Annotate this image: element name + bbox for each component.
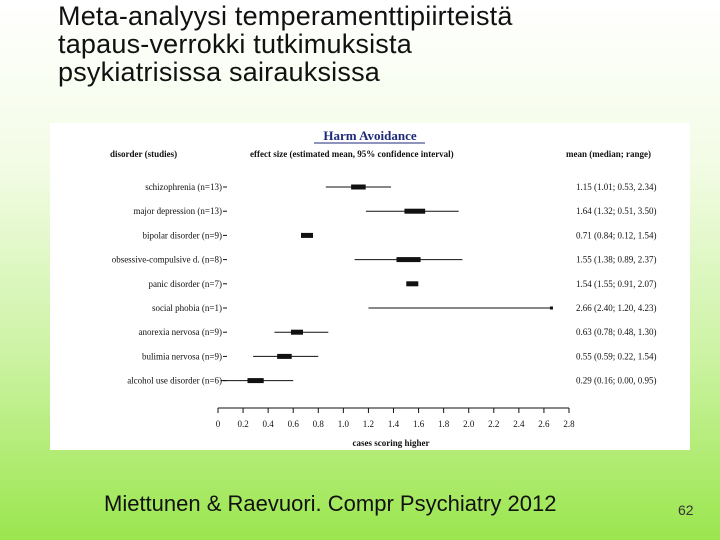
x-tick-label: 0.6: [288, 419, 300, 429]
row-label: bulimia nervosa (n=9): [142, 351, 222, 361]
x-tick-label: 2.4: [513, 419, 525, 429]
row-label: social phobia (n=1): [152, 303, 222, 313]
effect-marker: [247, 378, 264, 384]
x-tick-label: 1.0: [338, 419, 350, 429]
title-line-3: psykiatrisissa sairauksissa: [58, 57, 380, 87]
forest-row: alcohol use disorder (n=6) 0.29 (0.16; 0.…: [127, 376, 656, 386]
x-tick-label: 0: [216, 419, 221, 429]
row-mean-text: 1.54 (1.55; 0.91, 2.07): [576, 279, 657, 289]
row-mean-text: 1.55 (1.38; 0.89, 2.37): [576, 255, 657, 265]
x-tick-label: 2.8: [563, 419, 575, 429]
effect-marker: [290, 329, 303, 335]
x-tick-label: 2.0: [463, 419, 475, 429]
row-mean-text: 0.71 (0.84; 0.12, 1.54): [576, 230, 657, 240]
effect-marker: [277, 353, 292, 359]
x-axis-label: cases scoring higher: [353, 438, 430, 448]
row-label: anorexia nervosa (n=9): [138, 327, 222, 337]
row-label: bipolar disorder (n=9): [142, 230, 222, 240]
x-tick-label: 1.8: [438, 419, 450, 429]
x-tick-label: 0.4: [263, 419, 275, 429]
effect-marker: [404, 208, 426, 214]
x-tick-label: 2.2: [488, 419, 499, 429]
forest-plot-figure: Harm Avoidance disorder (studies) effect…: [50, 123, 690, 450]
row-label: alcohol use disorder (n=6): [127, 376, 222, 386]
x-tick-label: 2.6: [538, 419, 550, 429]
effect-marker: [351, 184, 366, 190]
citation: Miettunen & Raevuori. Compr Psychiatry 2…: [104, 491, 557, 516]
effect-marker: [549, 306, 553, 310]
x-tick-label: 1.6: [413, 419, 425, 429]
forest-plot-svg: Harm Avoidance disorder (studies) effect…: [110, 128, 657, 448]
forest-row: panic disorder (n=7) 1.54 (1.55; 0.91, 2.…: [148, 279, 656, 289]
title-line-1: Meta-analyysi temperamenttipiirteistä: [58, 1, 513, 31]
forest-row: anorexia nervosa (n=9) 0.63 (0.78; 0.48, …: [138, 327, 656, 337]
x-axis: 0 0.2 0.4 0.6 0.8 1.0 1.2 1.4 1.6 1.8 2.0 2.2 2.4 2.6…: [216, 407, 575, 429]
chart-title: Harm Avoidance: [323, 128, 417, 143]
forest-row: major depression (n=13) 1.64 (1.32; 0.51,…: [133, 206, 656, 216]
rows-layer: schizophrenia (n=13) 1.15 (1.01; 0.53, 2.…: [112, 182, 657, 386]
header-effect-size: effect size (estimated mean, 95% confide…: [250, 149, 454, 159]
row-mean-text: 0.29 (0.16; 0.00, 0.95): [576, 376, 657, 386]
forest-row: obsessive-compulsive d. (n=8) 1.55 (1.38;…: [112, 255, 657, 265]
row-label: schizophrenia (n=13): [145, 182, 222, 192]
title-line-2: tapaus-verrokki tutkimuksista: [58, 29, 412, 59]
x-tick-label: 0.2: [237, 419, 248, 429]
header-mean: mean (median; range): [566, 149, 651, 159]
row-mean-text: 1.64 (1.32; 0.51, 3.50): [576, 206, 657, 216]
row-mean-text: 0.63 (0.78; 0.48, 1.30): [576, 327, 657, 337]
x-tick-label: 1.4: [388, 419, 400, 429]
effect-marker: [396, 257, 421, 263]
forest-row: bipolar disorder (n=9) 0.71 (0.84; 0.12, …: [142, 230, 656, 240]
row-mean-text: 2.66 (2.40; 1.20, 4.23): [576, 303, 657, 313]
row-mean-text: 0.55 (0.59; 0.22, 1.54): [576, 351, 657, 361]
row-label: obsessive-compulsive d. (n=8): [112, 255, 222, 265]
header-disorder: disorder (studies): [110, 149, 177, 159]
page-number: 62: [678, 502, 694, 518]
row-mean-text: 1.15 (1.01; 0.53, 2.34): [576, 182, 657, 192]
forest-row: social phobia (n=1) 2.66 (2.40; 1.20, 4.2…: [152, 303, 657, 313]
effect-marker: [301, 232, 314, 238]
forest-row: schizophrenia (n=13) 1.15 (1.01; 0.53, 2.…: [145, 182, 656, 192]
x-tick-label: 0.8: [313, 419, 325, 429]
row-label: major depression (n=13): [133, 206, 222, 216]
effect-marker: [406, 281, 419, 287]
row-label: panic disorder (n=7): [148, 279, 222, 289]
slide-title: Meta-analyysi temperamenttipiirteistä ta…: [58, 2, 698, 86]
forest-row: bulimia nervosa (n=9) 0.55 (0.59; 0.22, 1…: [142, 351, 657, 361]
x-tick-label: 1.2: [363, 419, 374, 429]
